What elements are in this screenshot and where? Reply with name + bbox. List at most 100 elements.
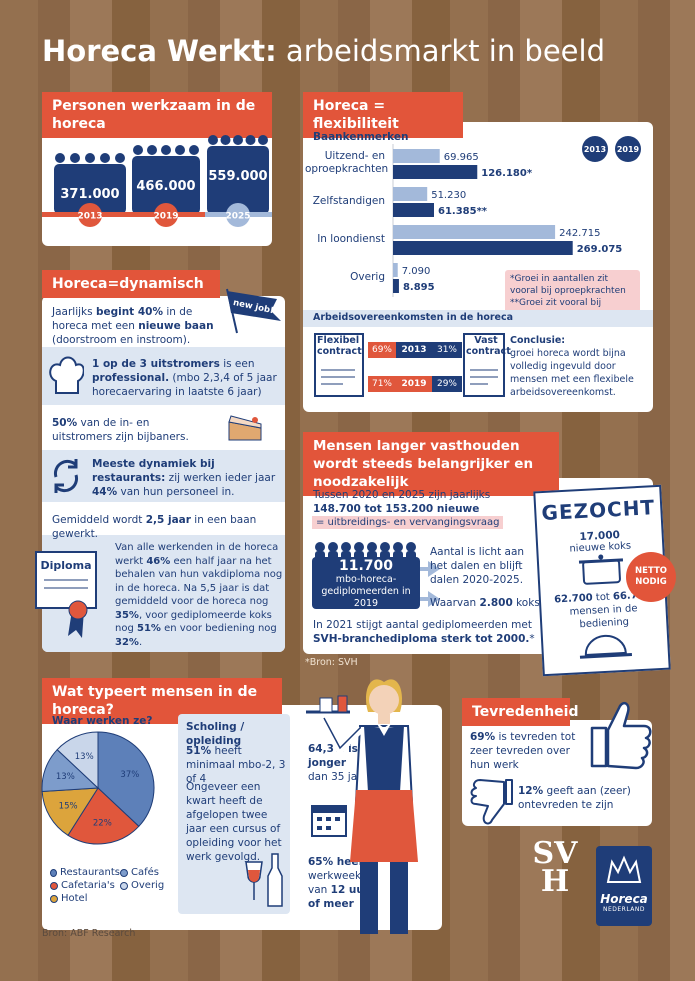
- text-run: Waarvan: [430, 597, 480, 609]
- knob: [598, 554, 604, 560]
- text-run: in de horeca met een: [52, 306, 193, 332]
- slice-label: 37%: [120, 770, 139, 780]
- text-run: zij werken ieder jaar: [165, 472, 276, 484]
- flag-icon: new job!: [226, 288, 281, 334]
- chef-hat: [49, 356, 84, 394]
- legend-label: 2019: [617, 145, 640, 154]
- svh-logo: SVH: [532, 836, 578, 899]
- legend-swatch: [50, 881, 58, 890]
- slice-label: 13%: [75, 752, 94, 762]
- head: [369, 685, 399, 715]
- text-run: is een: [219, 358, 255, 370]
- category-label: In loondienst: [317, 233, 385, 245]
- contract-row: 71% 2019 29%: [368, 376, 462, 392]
- dyn-item: 50% van de in- en uitstromers zijn bijba…: [52, 416, 212, 444]
- contract-icon: [314, 333, 364, 397]
- cloche-icon: [579, 634, 632, 659]
- note: *Groei in aantallen zit vooral bij oproe…: [510, 274, 626, 296]
- tevreden-item: 69% is tevreden tot zeer tevreden over h…: [470, 730, 590, 772]
- legend-dot: [615, 136, 641, 162]
- legend-item: Hotel: [50, 892, 120, 905]
- seal: [68, 600, 88, 620]
- bar: [393, 263, 398, 277]
- text-run: 46%: [146, 555, 171, 567]
- neck: [378, 714, 390, 724]
- person-head: [258, 135, 268, 145]
- diploma-icon: Diploma: [35, 551, 97, 638]
- bar: [393, 165, 478, 179]
- legend-item: Restaurants: [50, 866, 120, 879]
- grads-text: mbo-horeca-gediplomeerden in 2019: [321, 574, 411, 609]
- vast-label: Vast contract: [466, 335, 511, 357]
- text-run: Tussen 2020 en 2025 zijn jaarlijks: [313, 489, 491, 501]
- pie-chart: 37% 22% 15% 13%13%: [41, 731, 155, 845]
- people-graphic: 371.000 466.000 559.000 2013 2019 2025: [42, 135, 272, 227]
- text-run: 12%: [518, 785, 544, 797]
- contract-row: 69% 2013 31%: [368, 342, 462, 358]
- dyn-item: Meeste dynamiek bij restaurants: zij wer…: [92, 457, 277, 499]
- value-label: 126.180*: [481, 168, 533, 179]
- grads-graphic: [312, 542, 440, 609]
- text-run: 50%: [52, 417, 78, 429]
- plate: [579, 653, 632, 659]
- text-run: SVH-branchediploma sterk tot 2000.: [313, 633, 530, 645]
- legend-label: Hotel: [61, 893, 88, 904]
- category-label: Zelfstandigen: [312, 195, 385, 207]
- text-run: 44%: [92, 486, 118, 498]
- source: Bron: ABF Research: [42, 928, 136, 939]
- flex-pct: 69%: [368, 342, 396, 358]
- bar: [393, 279, 399, 293]
- conclusion: Conclusie: groei horeca wordt bijna volle…: [510, 334, 650, 399]
- text-run: van hun personeel in.: [117, 486, 235, 498]
- person-head: [245, 135, 256, 145]
- scholing-title: Scholing / opleiding: [186, 721, 245, 747]
- year-label: 2013: [77, 212, 102, 222]
- text-run: mensen in de bediening: [569, 603, 638, 631]
- flex-pct: 71%: [368, 376, 396, 392]
- year-dot: [78, 203, 102, 227]
- source: *Bron: SVH: [305, 657, 358, 668]
- scholing-2: Ongeveer een kwart heeft de afgelopen tw…: [186, 781, 282, 863]
- pie-slice: [56, 731, 99, 790]
- pie-legend: Restaurants Cafés Cafetaria's Overig Hotel: [50, 866, 170, 905]
- flex-label: Flexibel contract: [317, 335, 362, 357]
- conclusion-text: groei horeca wordt bijna volledig ingevu…: [510, 348, 634, 398]
- text-run: (mbo 2,3,4 of 5 jaar horecaervaring in l…: [92, 372, 277, 398]
- person-count: 371.000: [60, 187, 119, 202]
- calendar-icon: [311, 805, 347, 837]
- waiter-illustration: [306, 679, 418, 934]
- person-head: [55, 153, 65, 163]
- legend-swatch: [120, 868, 128, 877]
- contract-icon: [463, 333, 505, 397]
- text-run: (doorstroom en instroom).: [52, 334, 191, 346]
- text-run: werkweek van: [308, 870, 362, 896]
- netto-badge: NETTO NODIG: [626, 552, 676, 602]
- text-run: 2,5 jaar: [145, 514, 191, 526]
- grads-count: 11.700: [338, 558, 394, 574]
- thumbs-down: [470, 779, 513, 825]
- calendar-days: [317, 817, 340, 830]
- legend-label: Restaurants: [60, 867, 120, 878]
- dynamisch-heading: Horeca=dynamisch: [42, 270, 220, 298]
- bar: [393, 203, 434, 217]
- text-run: 62.700: [553, 592, 594, 606]
- legend-label: Overig: [131, 880, 165, 891]
- cup: [319, 697, 333, 713]
- wine: [248, 870, 260, 882]
- bottle: [267, 853, 283, 907]
- legend-label: Cafetaria's: [61, 880, 115, 891]
- person-head: [175, 145, 185, 155]
- hat: [49, 356, 84, 394]
- person-head: [208, 135, 218, 145]
- vest: [364, 726, 404, 792]
- year-dot: [154, 203, 178, 227]
- person-count: 466.000: [136, 179, 195, 194]
- person-head: [380, 542, 390, 552]
- person-head: [161, 145, 171, 155]
- contract-year: 2019: [396, 376, 432, 392]
- arrow: [420, 561, 440, 577]
- pie-title: Waar werken ze?: [52, 715, 153, 727]
- year-dot: [226, 203, 250, 227]
- people-body: [54, 164, 126, 214]
